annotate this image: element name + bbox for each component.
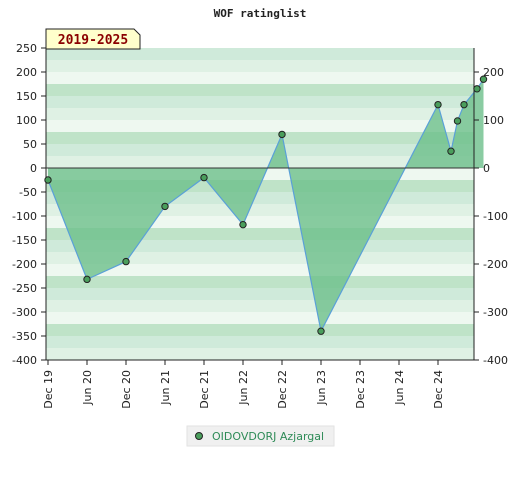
data-point [83,275,91,284]
band [46,60,474,72]
right-tick-label: -100 [483,210,508,223]
band [46,156,474,168]
x-tick-label: Jun 24 [393,370,406,406]
band [46,324,474,336]
x-tick-label: Dec 23 [354,370,367,409]
band [46,72,474,84]
band [46,132,474,144]
left-tick-label: 0 [30,162,37,175]
left-tick-label: -100 [12,210,37,223]
x-tick-label: Dec 22 [276,370,289,409]
legend-series-name: OIDOVDORJ Azjargal [212,430,324,443]
chart-title: WOF ratinglist [214,7,307,20]
x-tick-label: Dec 20 [120,370,133,409]
right-tick-label: -300 [483,306,508,319]
left-tick-label: 100 [16,114,37,127]
left-tick-label: -200 [12,258,37,271]
data-point [453,117,462,125]
left-tick-label: -400 [12,354,37,367]
data-marks [44,75,488,335]
x-tick-label: Dec 21 [198,370,211,409]
data-point [44,176,52,184]
left-tick-label: -50 [19,186,37,199]
left-tick-label: 150 [16,90,37,103]
x-tick-label: Jun 23 [315,370,328,406]
x-tick-label: Jun 20 [81,370,94,406]
left-tick-label: 200 [16,66,37,79]
band [46,48,474,60]
x-tick-label: Dec 24 [432,370,445,409]
x-tick-label: Dec 19 [42,370,55,409]
band [46,276,474,288]
legend-box [186,425,335,447]
band [46,120,474,132]
period-label: 2019-2025 [58,33,128,48]
left-tick-label: -350 [12,330,37,343]
right-tick-label: 100 [483,114,504,127]
data-point [447,147,455,155]
x-tick-label: Jun 22 [237,370,250,406]
right-tick-label: 0 [483,162,490,175]
band [46,252,474,264]
band [46,264,474,276]
right-tick-label: -400 [483,354,508,367]
data-point [200,173,208,182]
band [46,288,474,300]
right-tick-label: -200 [483,258,508,271]
data-point [317,327,325,335]
series-area [48,79,484,332]
left-tick-label: -300 [12,306,37,319]
data-point [479,75,488,83]
data-point [460,100,468,109]
x-tick-label: Jun 21 [159,370,172,406]
period-badge-box [45,28,141,50]
data-point [473,85,481,93]
legend-marker [195,432,203,440]
right-tick-label: 200 [483,66,504,79]
period-badge: 2019-2025 [45,28,141,50]
band [46,108,474,120]
data-point [122,257,130,266]
left-tick-label: -150 [12,234,37,247]
band [46,312,474,324]
data-point [434,100,442,109]
left-tick-label: 250 [16,42,37,55]
data-point [161,202,169,211]
data-point [278,130,286,139]
band [46,348,474,360]
left-tick-label: 50 [23,138,37,151]
band [46,84,474,96]
left-tick-label: -250 [12,282,37,295]
axes: 250 200 150 100 50 0 -50 -100 -150 -200 -250 -300 -3… [12,42,508,409]
data-point [239,220,247,229]
band [46,96,474,108]
band [46,144,474,156]
band [46,300,474,312]
band [46,336,474,348]
legend[interactable]: OIDOVDORJ Azjargal [186,425,335,447]
